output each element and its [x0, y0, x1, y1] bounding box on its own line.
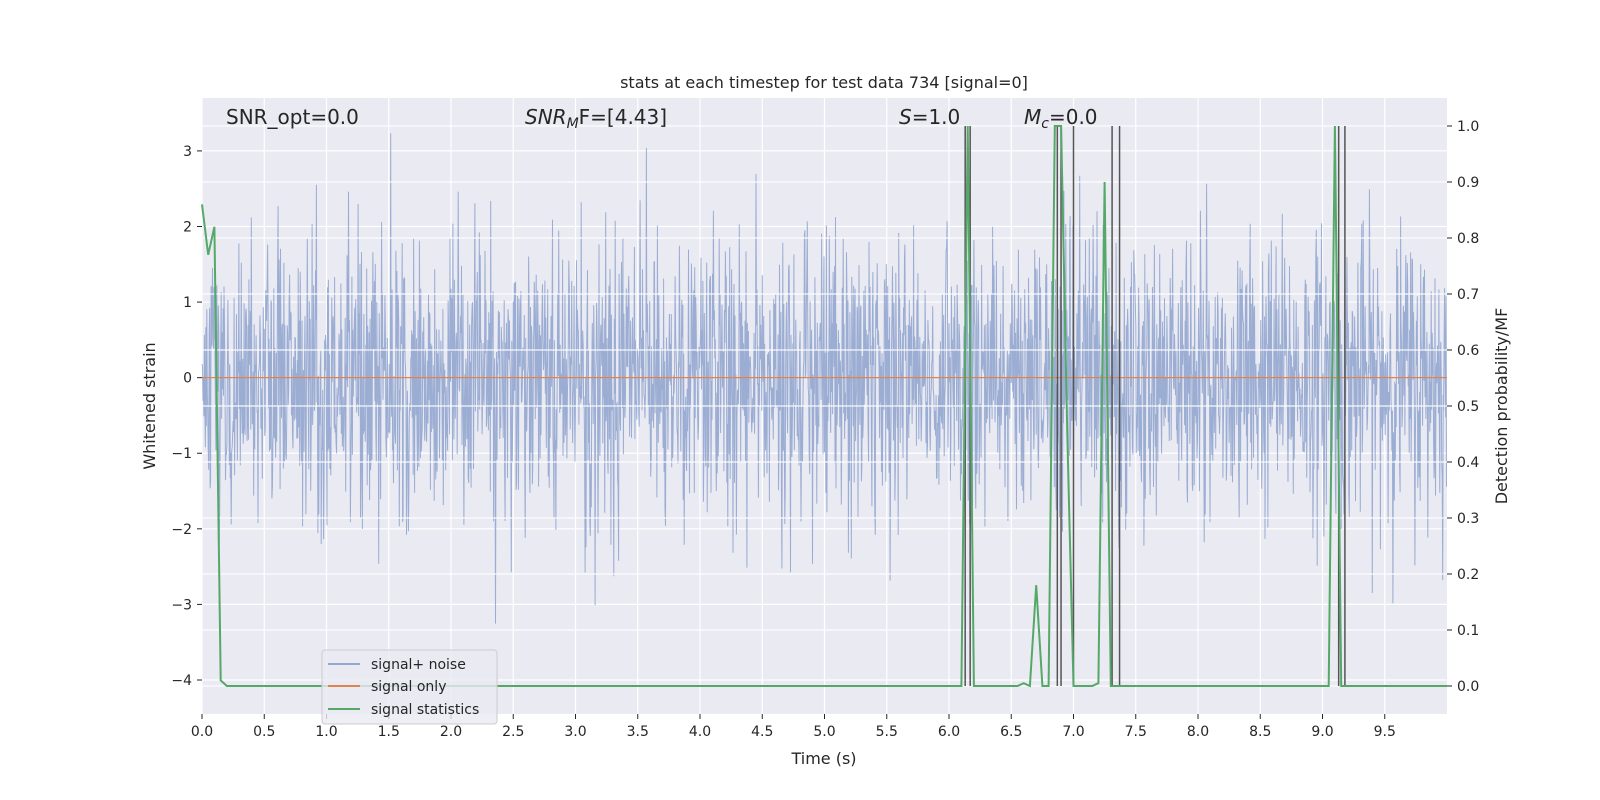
x-tick-label: 1.0 [315, 724, 337, 740]
x-tick-label: 7.0 [1062, 724, 1084, 740]
y-right-tick-label: 0.3 [1457, 511, 1479, 527]
y-right-tick-label: 0.0 [1457, 679, 1479, 695]
x-tick-label: 0.0 [191, 724, 213, 740]
y-right-tick-label: 0.8 [1457, 231, 1479, 247]
x-tick-label: 1.5 [378, 724, 400, 740]
y-axis-label-right: Detection probability/MF [1492, 308, 1511, 505]
x-tick-label: 9.0 [1311, 724, 1333, 740]
annotation-mc: Mc=0.0 [1024, 105, 1098, 132]
y-left-tick-label: −2 [171, 522, 192, 538]
x-tick-label: 6.0 [938, 724, 960, 740]
x-tick-label: 8.5 [1249, 724, 1271, 740]
x-tick-label: 7.5 [1125, 724, 1147, 740]
x-tick-label: 6.5 [1000, 724, 1022, 740]
y-right-tick-label: 0.4 [1457, 455, 1479, 471]
x-tick-label: 3.5 [627, 724, 649, 740]
x-tick-label: 3.0 [564, 724, 586, 740]
y-right-tick-label: 0.6 [1457, 343, 1479, 359]
noise-series [201, 125, 1447, 687]
x-tick-label: 4.5 [751, 724, 773, 740]
y-left-tick-label: −1 [171, 446, 192, 462]
y-left-tick-label: −4 [171, 673, 192, 689]
y-right-tick-label: 0.7 [1457, 287, 1479, 303]
x-tick-label: 2.0 [440, 724, 462, 740]
noise-line [201, 133, 1447, 624]
legend-box [321, 649, 498, 725]
y-right-tick-label: 1.0 [1457, 119, 1479, 135]
y-left-tick-label: −3 [171, 597, 192, 613]
annotation-s: S=1.0 [899, 105, 960, 129]
x-tick-label: 9.5 [1374, 724, 1396, 740]
y-right-tick-label: 0.9 [1457, 175, 1479, 191]
x-tick-label: 2.5 [502, 724, 524, 740]
annotation-snr-mf: SNRMF=[4.43] [525, 105, 667, 132]
y-right-tick-label: 0.1 [1457, 623, 1479, 639]
annotation-snr-opt: SNR_opt=0.0 [226, 105, 359, 129]
y-axis-right-ticks: 1.0 0.9 0.8 0.7 0.6 0.5 0.4 0.3 0.2 0.1 0.0 [1447, 119, 1479, 695]
x-axis-label: Time (s) [790, 749, 856, 768]
chart-title: stats at each timestep for test data 734… [620, 73, 1028, 92]
y-right-tick-label: 0.5 [1457, 399, 1479, 415]
y-left-tick-label: 0 [183, 371, 192, 387]
y-axis-left-ticks: 3 2 1 0 −1 −2 −3 −4 [171, 144, 202, 689]
x-tick-label: 4.0 [689, 724, 711, 740]
x-tick-label: 8.0 [1187, 724, 1209, 740]
y-axis-label-left: Whitened strain [140, 342, 159, 469]
x-tick-label: 5.5 [876, 724, 898, 740]
x-tick-label: 5.0 [813, 724, 835, 740]
y-left-tick-label: 3 [183, 144, 192, 160]
y-left-tick-label: 2 [183, 219, 192, 235]
legend-label-signal-only: signal only [371, 679, 446, 695]
legend-label-noise: signal+ noise [371, 657, 466, 673]
y-left-tick-label: 1 [183, 295, 192, 311]
y-right-tick-label: 0.2 [1457, 567, 1479, 583]
legend-label-statistics: signal statistics [371, 702, 479, 718]
x-axis-ticks: 0.0 0.5 1.0 1.5 2.0 2.5 3.0 3.5 4.0 4.5 5.0 5.5 6.0 6… [191, 714, 1396, 740]
x-tick-label: 0.5 [253, 724, 275, 740]
legend: signal+ noise signal only signal statist… [321, 649, 498, 725]
